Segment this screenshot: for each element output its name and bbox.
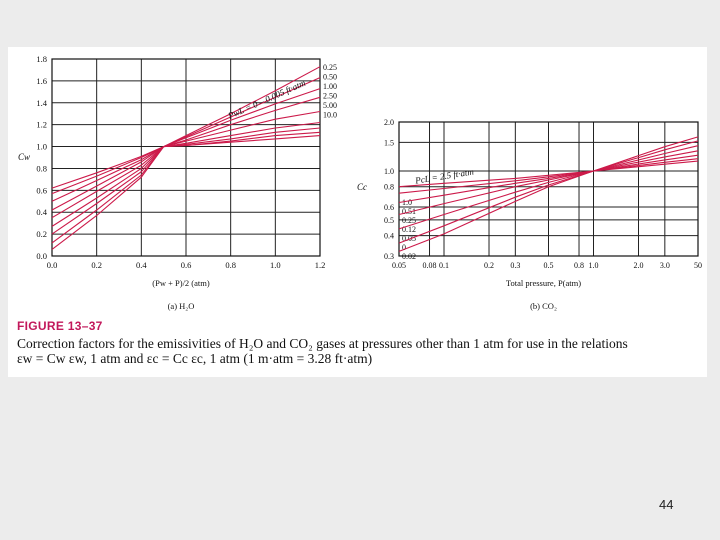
co2-series-label: 0.51 bbox=[402, 207, 416, 216]
h2o-y-tick-label: 0.0 bbox=[36, 251, 47, 261]
charts-canvas: 0.0 0.2 0.4 0.6 0.8 1.0 1.2 0.0 0.2 0.4 0.6 0.8 1.0 1… bbox=[18, 54, 702, 311]
h2o-y-tick-label: 0.8 bbox=[36, 163, 47, 173]
co2-y-tick-label: 0.8 bbox=[384, 183, 394, 192]
h2o-series-label: 0.25 bbox=[323, 63, 337, 72]
co2-series-label: 0.25 bbox=[402, 216, 416, 225]
h2o-curve bbox=[51, 110, 321, 219]
co2-y-tick-label: 0.5 bbox=[384, 216, 394, 225]
co2-x-tick-label: 0.3 bbox=[510, 261, 520, 270]
caption-line-1: Correction factors for the emissivities … bbox=[17, 336, 628, 351]
h2o-plot-frame bbox=[51, 58, 321, 257]
co2-y-tick-label: 0.6 bbox=[384, 203, 394, 212]
h2o-y-tick-label: 0.6 bbox=[36, 185, 47, 195]
co2-series-label: 1.0 bbox=[402, 198, 412, 207]
h2o-series-label: 2.50 bbox=[323, 92, 337, 101]
h2o-series-label: 5.00 bbox=[323, 101, 337, 110]
co2-x-tick-label: 1.0 bbox=[589, 261, 599, 270]
co2-x-tick-label: 50 bbox=[694, 261, 702, 270]
h2o-panel-label: (a) H₂O bbox=[168, 301, 195, 311]
co2-panel-label: (b) CO₂ bbox=[530, 301, 557, 311]
co2-x-tick-label: 3.0 bbox=[660, 261, 670, 270]
co2-curve bbox=[398, 160, 699, 188]
co2-curve bbox=[398, 158, 699, 194]
page-number: 44 bbox=[659, 497, 674, 512]
h2o-series-label: 1.00 bbox=[323, 82, 337, 91]
caption-line-2: εw = Cw εw, 1 atm and εc = Cc εc, 1 atm … bbox=[17, 351, 373, 366]
h2o-y-tick-label: 1.2 bbox=[36, 120, 47, 130]
co2-curve bbox=[398, 154, 699, 204]
co2-x-tick-label: 2.0 bbox=[634, 261, 644, 270]
co2-series-label: 0.02 bbox=[402, 252, 416, 261]
h2o-y-axis-label: Cw bbox=[18, 152, 30, 162]
h2o-y-tick-label: 1.8 bbox=[36, 54, 47, 64]
co2-y-tick-label: 1.5 bbox=[384, 138, 394, 147]
h2o-x-axis-label: (Pw + P)/2 (atm) bbox=[152, 278, 210, 288]
co2-series-label: 0 bbox=[402, 243, 406, 252]
h2o-x-tick-label: 1.2 bbox=[315, 260, 326, 270]
h2o-curve bbox=[51, 135, 321, 250]
co2-y-tick-label: 0.4 bbox=[384, 232, 394, 241]
co2-curve bbox=[398, 150, 699, 216]
co2-x-tick-label: 0.08 bbox=[423, 261, 437, 270]
co2-series-label: 0.12 bbox=[402, 225, 416, 234]
co2-x-axis-label: Total pressure, P(atm) bbox=[506, 278, 581, 288]
co2-curve bbox=[398, 136, 699, 252]
h2o-curve-annotation: PwL = 0 – 0.005 ft·atm bbox=[226, 77, 308, 121]
h2o-series-label: 10.0 bbox=[323, 111, 337, 120]
figure-caption: Correction factors for the emissivities … bbox=[17, 336, 701, 366]
h2o-x-tick-label: 1.0 bbox=[270, 260, 281, 270]
h2o-x-tick-label: 0.0 bbox=[47, 260, 58, 270]
h2o-y-tick-label: 0.4 bbox=[36, 207, 47, 217]
h2o-x-tick-label: 0.6 bbox=[181, 260, 192, 270]
h2o-x-tick-label: 0.4 bbox=[136, 260, 147, 270]
h2o-y-tick-label: 1.4 bbox=[36, 98, 47, 108]
h2o-x-tick-label: 0.2 bbox=[91, 260, 102, 270]
co2-curve bbox=[398, 140, 699, 244]
co2-x-tick-label: 0.2 bbox=[484, 261, 494, 270]
co2-curve bbox=[398, 145, 699, 230]
co2-y-tick-label: 0.3 bbox=[384, 252, 394, 261]
figure-panel: 0.0 0.2 0.4 0.6 0.8 1.0 1.2 0.0 0.2 0.4 0.6 0.8 1.0 1… bbox=[8, 47, 707, 377]
co2-x-tick-label: 0.1 bbox=[439, 261, 449, 270]
h2o-x-tick-label: 0.8 bbox=[225, 260, 236, 270]
co2-x-tick-label: 0.5 bbox=[544, 261, 554, 270]
co2-x-tick-label: 0.8 bbox=[574, 261, 584, 270]
co2-y-tick-label: 1.0 bbox=[384, 167, 394, 176]
figure-label: FIGURE 13–37 bbox=[17, 319, 103, 333]
h2o-y-tick-label: 1.0 bbox=[36, 142, 47, 152]
h2o-y-tick-label: 1.6 bbox=[36, 76, 47, 86]
h2o-y-tick-label: 0.2 bbox=[36, 229, 47, 239]
co2-y-tick-label: 2.0 bbox=[384, 118, 394, 127]
co2-series-label: 0.05 bbox=[402, 234, 416, 243]
h2o-curve bbox=[51, 88, 321, 202]
co2-plot-frame bbox=[398, 121, 699, 257]
co2-y-axis-label: Cc bbox=[357, 182, 367, 192]
h2o-series-label: 0.50 bbox=[323, 73, 337, 82]
co2-x-tick-label: 0.05 bbox=[392, 261, 406, 270]
